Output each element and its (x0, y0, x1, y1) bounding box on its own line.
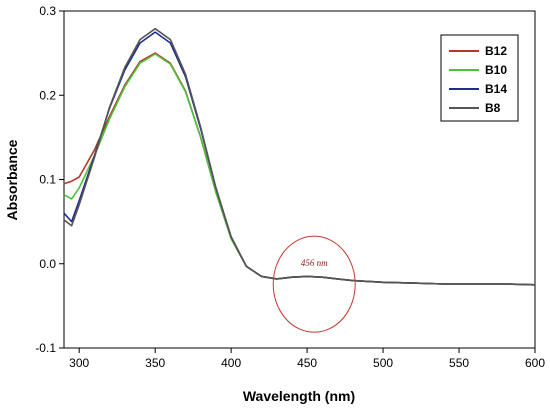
legend-label-b8: B8 (485, 101, 501, 115)
legend-label-b12: B12 (485, 44, 507, 58)
y-tick-label: 0.2 (39, 88, 56, 102)
annotation-label: 456 nm (301, 258, 328, 268)
x-tick-label: 550 (449, 356, 469, 370)
x-tick-label: 600 (525, 356, 545, 370)
y-tick-label: 0.1 (39, 173, 56, 187)
x-tick-label: 500 (373, 356, 393, 370)
y-tick-label: 0.3 (39, 4, 56, 18)
y-tick-label: 0.0 (39, 257, 56, 271)
y-axis-title: Absorbance (4, 139, 20, 220)
legend-box (440, 34, 519, 122)
y-tick-label: -0.1 (35, 341, 56, 355)
series-line-b8 (63, 27, 536, 286)
annotation-ellipse (272, 235, 356, 333)
x-tick-label: 450 (297, 356, 317, 370)
legend-label-b10: B10 (485, 63, 507, 77)
x-tick-label: 300 (69, 356, 89, 370)
x-axis-title: Wavelength (nm) (243, 388, 355, 404)
x-tick-label: 400 (221, 356, 241, 370)
legend: B12 B10 B14 B8 (440, 34, 519, 122)
x-tick-label: 350 (145, 356, 165, 370)
legend-label-b14: B14 (485, 82, 507, 96)
